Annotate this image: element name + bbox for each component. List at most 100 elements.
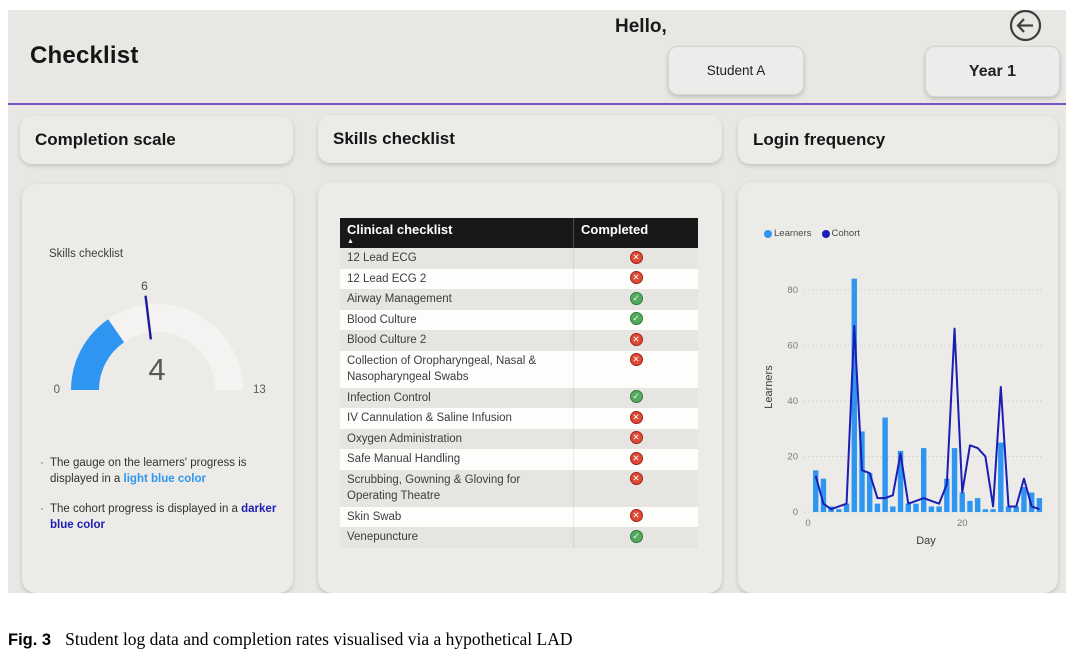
- table-row[interactable]: 12 Lead ECG 2 ✕: [340, 268, 698, 289]
- status-cell: ✕: [573, 469, 698, 507]
- learners-bar[interactable]: [836, 509, 842, 512]
- table-row[interactable]: Blood Culture 2 ✕: [340, 330, 698, 351]
- learners-bar[interactable]: [866, 473, 873, 512]
- not-completed-icon: ✕: [629, 472, 643, 485]
- learners-bar[interactable]: [1005, 506, 1012, 512]
- status-cell: ✕: [573, 449, 698, 470]
- completion-scale-title: Completion scale: [20, 116, 293, 164]
- gauge-notes: · The gauge on the learners' progress is…: [40, 456, 280, 548]
- figure-caption: Fig. 3 Student log data and completion ra…: [8, 629, 573, 649]
- skill-name: Oxygen Administration: [347, 432, 463, 445]
- not-completed-icon: ✕: [629, 410, 643, 424]
- table-row[interactable]: Scrubbing, Gowning & Gloving for Operati…: [340, 469, 698, 507]
- figure-number: Fig. 3: [8, 631, 52, 649]
- skill-name: Collection of Oropharyngeal, Nasal & Nas…: [347, 354, 537, 384]
- table-row[interactable]: 12 Lead ECG ✕: [340, 248, 698, 269]
- skill-name: Scrubbing, Gowning & Gloving for Operati…: [347, 473, 521, 503]
- svg-text:20: 20: [787, 451, 798, 462]
- status-cell: ✕: [573, 408, 698, 429]
- status-cell: ✕: [573, 330, 698, 351]
- year-selector-button[interactable]: Year 1: [925, 46, 1060, 97]
- status-cell: ✕: [573, 350, 698, 388]
- dashboard: Checklist Hello, Student A Year 1 Comple…: [8, 10, 1066, 593]
- column-header-clinical-checklist[interactable]: Clinical checklist ▲: [340, 218, 573, 248]
- learners-bar[interactable]: [951, 448, 958, 512]
- header-divider: [8, 103, 1066, 105]
- status-cell: ✕: [573, 428, 698, 449]
- svg-text:4: 4: [148, 352, 165, 387]
- skill-name: Infection Control: [347, 391, 431, 404]
- status-cell: ✓: [573, 527, 698, 548]
- skills-checklist-card: Clinical checklist ▲ Completed 12 Lead E…: [318, 182, 722, 593]
- svg-text:0: 0: [805, 518, 810, 529]
- learners-bar[interactable]: [890, 506, 896, 512]
- table-row[interactable]: Safe Manual Handling ✕: [340, 449, 698, 470]
- completion-scale-card: Skills checklist 6 0 13 4 · The gauge on th…: [22, 184, 293, 593]
- learners-bar[interactable]: [967, 500, 973, 512]
- learners-bar[interactable]: [959, 492, 965, 512]
- learners-bar[interactable]: [820, 478, 827, 512]
- column-header-completed[interactable]: Completed: [573, 218, 698, 248]
- skill-name: Safe Manual Handling: [347, 453, 461, 465]
- not-completed-icon: ✕: [629, 509, 643, 522]
- note-cohort-color: · The cohort progress is displayed in a …: [40, 502, 280, 533]
- table-row[interactable]: Venepuncture ✓: [340, 527, 698, 548]
- learners-bar[interactable]: [813, 470, 819, 512]
- table-row[interactable]: Airway Management ✓: [340, 289, 698, 310]
- svg-text:0: 0: [54, 384, 60, 396]
- learners-bar[interactable]: [913, 503, 919, 512]
- skill-name: IV Cannulation & Saline Infusion: [347, 412, 512, 424]
- learners-bar[interactable]: [974, 498, 981, 512]
- learners-bar[interactable]: [982, 509, 989, 512]
- legend-item-cohort[interactable]: Cohort: [821, 228, 860, 239]
- legend-item-learners[interactable]: Learners: [764, 228, 812, 239]
- learners-bar[interactable]: [998, 442, 1004, 512]
- learners-dot-icon: [764, 229, 772, 238]
- table-row[interactable]: Skin Swab ✕: [340, 506, 698, 527]
- login-chart-svg: 0 20 40 60 80 0 20 Day Learners: [763, 278, 1044, 547]
- login-frequency-chart[interactable]: 0 20 40 60 80 0 20 Day Learners: [760, 244, 1050, 574]
- table-row[interactable]: Infection Control ✓: [340, 387, 698, 408]
- gauge-label: Skills checklist: [49, 248, 124, 260]
- learners-bar[interactable]: [874, 503, 881, 512]
- learners-bar[interactable]: [1036, 498, 1043, 512]
- page-title: Checklist: [30, 42, 139, 69]
- learners-bar[interactable]: [944, 478, 950, 512]
- svg-text:0: 0: [793, 507, 798, 518]
- svg-text:60: 60: [787, 340, 798, 351]
- skills-checklist-title: Skills checklist: [318, 115, 722, 163]
- learners-bar[interactable]: [851, 278, 857, 512]
- svg-text:20: 20: [957, 518, 968, 529]
- learners-bar[interactable]: [1028, 492, 1035, 512]
- status-cell: ✓: [573, 289, 698, 310]
- back-button[interactable]: [1007, 10, 1043, 46]
- skill-name: Venepuncture: [347, 531, 418, 543]
- bullet-icon: ·: [40, 457, 44, 469]
- learners-bar[interactable]: [859, 431, 865, 512]
- learners-bar[interactable]: [1013, 506, 1019, 512]
- table-row[interactable]: Blood Culture ✓: [340, 309, 698, 330]
- learners-bar[interactable]: [897, 450, 904, 512]
- table-row[interactable]: Collection of Oropharyngeal, Nasal & Nas…: [340, 350, 698, 388]
- learners-bar[interactable]: [920, 448, 927, 512]
- cohort-line[interactable]: [814, 324, 1040, 511]
- learners-bar[interactable]: [936, 506, 942, 512]
- table-row[interactable]: Oxygen Administration ✕: [340, 428, 698, 449]
- login-frequency-title: Login frequency: [738, 116, 1058, 164]
- learners-bar[interactable]: [1021, 487, 1027, 512]
- bullet-icon: ·: [40, 503, 44, 516]
- learners-bar[interactable]: [905, 503, 911, 512]
- student-selector-button[interactable]: Student A: [668, 46, 804, 95]
- table-row[interactable]: IV Cannulation & Saline Infusion ✕: [340, 408, 698, 429]
- svg-text:6: 6: [141, 279, 148, 293]
- light-blue-highlight: light blue color: [123, 472, 206, 485]
- learners-bar[interactable]: [990, 509, 996, 512]
- completed-icon: ✓: [629, 390, 643, 403]
- learners-bar[interactable]: [928, 506, 935, 512]
- skill-name: Airway Management: [347, 293, 452, 305]
- svg-text:40: 40: [787, 396, 798, 407]
- status-cell: ✓: [573, 387, 698, 408]
- not-completed-icon: ✕: [629, 353, 643, 366]
- learners-bar[interactable]: [843, 503, 850, 512]
- learners-bar[interactable]: [882, 417, 888, 512]
